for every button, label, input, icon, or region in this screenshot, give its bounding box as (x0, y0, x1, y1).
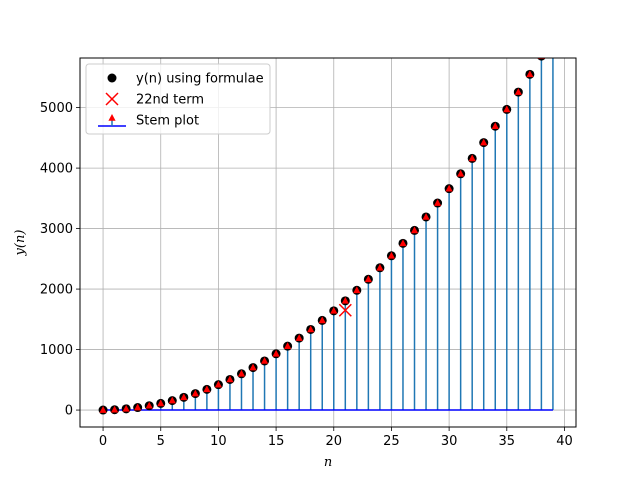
stem-marker (99, 406, 107, 413)
stem-marker (526, 70, 534, 78)
stem-marker (214, 380, 223, 388)
y-tick-label: 5000 (40, 101, 73, 116)
legend: y(n) using formulae 22nd term Stem plot (85, 63, 271, 135)
stem-marker (260, 356, 269, 364)
x-tick-label: 40 (556, 434, 573, 449)
x-tick-label: 5 (157, 434, 165, 449)
stem-marker (480, 138, 488, 146)
special-term-stroke (338, 303, 352, 317)
stem-marker (330, 306, 338, 314)
legend-label: y(n) using formulae (136, 72, 264, 87)
stem-marker (191, 389, 199, 397)
x-axis-label: n (324, 455, 332, 470)
stem-marker (272, 349, 280, 357)
stem-marker (341, 296, 349, 304)
legend-handle-circle (107, 73, 117, 83)
legend-label: Stem plot (136, 114, 199, 129)
stem-marker (157, 399, 165, 407)
x-tick-label: 10 (210, 434, 227, 449)
stem-marker (491, 122, 499, 130)
stem-marker (399, 239, 407, 247)
stem-marker (111, 405, 119, 413)
stem-marker (249, 363, 257, 371)
stem-marker (318, 316, 326, 324)
stem-marker (122, 404, 130, 412)
stem-marker (295, 334, 303, 341)
stem-marker (503, 105, 511, 113)
legend-handle-triangle (108, 114, 116, 121)
stem-marker (145, 401, 153, 409)
legend-box (85, 63, 271, 135)
stem-marker (226, 375, 234, 383)
stem-marker (203, 385, 211, 393)
stem-marker (353, 286, 361, 294)
stem-marker (307, 325, 315, 333)
x-tick-label: 35 (499, 434, 516, 449)
stem-marker (237, 369, 246, 377)
stem-marker (180, 393, 188, 401)
stem-marker (168, 396, 176, 404)
y-tick-label: 1000 (40, 343, 73, 358)
x-tick-label: 0 (99, 434, 107, 449)
stem-marker (387, 251, 396, 259)
stem-marker (410, 226, 419, 234)
special-term-marker (338, 303, 352, 317)
legend-label: 22nd term (136, 93, 204, 108)
y-axis-label: y(n) (13, 230, 28, 257)
stem-marker (468, 154, 476, 162)
stem-marker (284, 342, 292, 349)
stem-marker (364, 275, 372, 283)
y-tick-label: 0 (65, 404, 73, 419)
stem-marker (376, 263, 384, 271)
legend-handle-x (105, 92, 119, 106)
stem-marker (514, 88, 522, 95)
axis-ticks: 0 5 10 15 20 25 30 35 40 0 1000 2000 3000 4000 5000 (40, 101, 573, 449)
x-tick-label: 20 (325, 434, 342, 449)
legend-handle-stroke (105, 92, 119, 106)
stem-marker (457, 169, 465, 177)
x-tick-label: 25 (383, 434, 400, 449)
y-tick-label: 4000 (40, 162, 73, 177)
stem-marker (433, 199, 442, 206)
x-tick-label: 15 (268, 434, 285, 449)
y-tick-label: 2000 (40, 283, 73, 298)
stem-marker (445, 184, 453, 192)
axes-frame (79, 57, 577, 428)
x-tick-label: 30 (441, 434, 458, 449)
stem-marker (134, 403, 142, 411)
data-markers (98, 58, 546, 415)
stem-marker (422, 212, 430, 220)
y-tick-label: 3000 (40, 222, 73, 237)
